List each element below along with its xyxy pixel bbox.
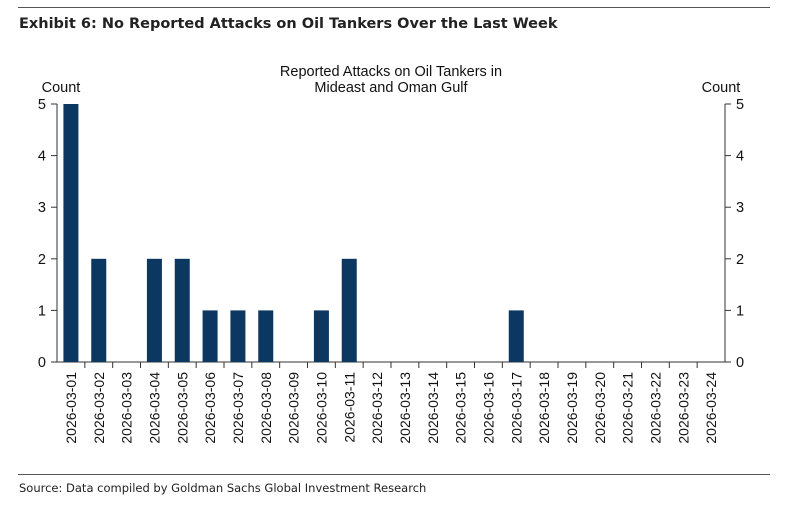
right-axis-label: Count xyxy=(702,80,741,96)
x-tick-label: 2026-03-03 xyxy=(119,372,135,444)
right-tick-label: 0 xyxy=(736,355,744,371)
bar xyxy=(258,310,274,362)
x-tick-label: 2026-03-15 xyxy=(453,372,469,444)
x-tick-label: 2026-03-24 xyxy=(703,372,719,444)
x-tick-label: 2026-03-17 xyxy=(508,372,524,444)
bar xyxy=(174,258,190,362)
bar-chart: Reported Attacks on Oil Tankers inMideas… xyxy=(38,64,744,444)
x-tick-label: 2026-03-13 xyxy=(397,372,413,444)
bar xyxy=(91,258,107,362)
x-tick-label: 2026-03-06 xyxy=(202,372,218,444)
right-tick-label: 3 xyxy=(736,200,744,216)
x-tick-label: 2026-03-11 xyxy=(341,372,357,443)
x-tick-label: 2026-03-14 xyxy=(425,372,441,444)
bar xyxy=(508,310,524,362)
top-rule xyxy=(18,7,770,8)
left-tick-label: 5 xyxy=(38,97,46,113)
x-tick-label: 2026-03-12 xyxy=(369,372,385,444)
left-axis-label: Count xyxy=(42,80,81,96)
bottom-rule xyxy=(18,474,770,475)
exhibit-title: Exhibit 6: No Reported Attacks on Oil Ta… xyxy=(19,16,558,32)
bar xyxy=(146,258,162,362)
bar xyxy=(313,310,329,362)
right-tick-label: 5 xyxy=(736,97,744,113)
left-tick-label: 3 xyxy=(38,200,46,216)
left-tick-label: 4 xyxy=(38,149,46,165)
source-note: Source: Data compiled by Goldman Sachs G… xyxy=(19,481,427,495)
x-tick-label: 2026-03-01 xyxy=(63,372,79,444)
left-tick-label: 2 xyxy=(38,252,46,268)
left-tick-label: 0 xyxy=(38,355,46,371)
x-tick-label: 2026-03-18 xyxy=(536,372,552,444)
bar xyxy=(341,258,357,362)
x-tick-label: 2026-03-10 xyxy=(313,372,329,444)
x-tick-label: 2026-03-08 xyxy=(258,372,274,444)
chart-title-line: Reported Attacks on Oil Tankers in xyxy=(280,64,502,80)
x-tick-label: 2026-03-09 xyxy=(286,372,302,444)
x-tick-label: 2026-03-20 xyxy=(592,372,608,444)
x-tick-label: 2026-03-21 xyxy=(620,372,636,444)
right-tick-label: 2 xyxy=(736,252,744,268)
left-tick-label: 1 xyxy=(38,303,46,319)
x-tick-label: 2026-03-02 xyxy=(91,372,107,444)
bar xyxy=(230,310,246,362)
chart-title-line: Mideast and Oman Gulf xyxy=(314,80,468,96)
bar xyxy=(202,310,218,362)
bar xyxy=(63,104,79,362)
right-tick-label: 4 xyxy=(736,149,744,165)
x-tick-label: 2026-03-07 xyxy=(230,372,246,444)
x-tick-label: 2026-03-04 xyxy=(146,372,162,444)
x-tick-label: 2026-03-05 xyxy=(174,372,190,444)
x-tick-label: 2026-03-16 xyxy=(480,372,496,444)
x-tick-label: 2026-03-19 xyxy=(564,372,580,444)
right-tick-label: 1 xyxy=(736,303,744,319)
x-tick-label: 2026-03-22 xyxy=(647,372,663,444)
x-tick-label: 2026-03-23 xyxy=(675,372,691,444)
